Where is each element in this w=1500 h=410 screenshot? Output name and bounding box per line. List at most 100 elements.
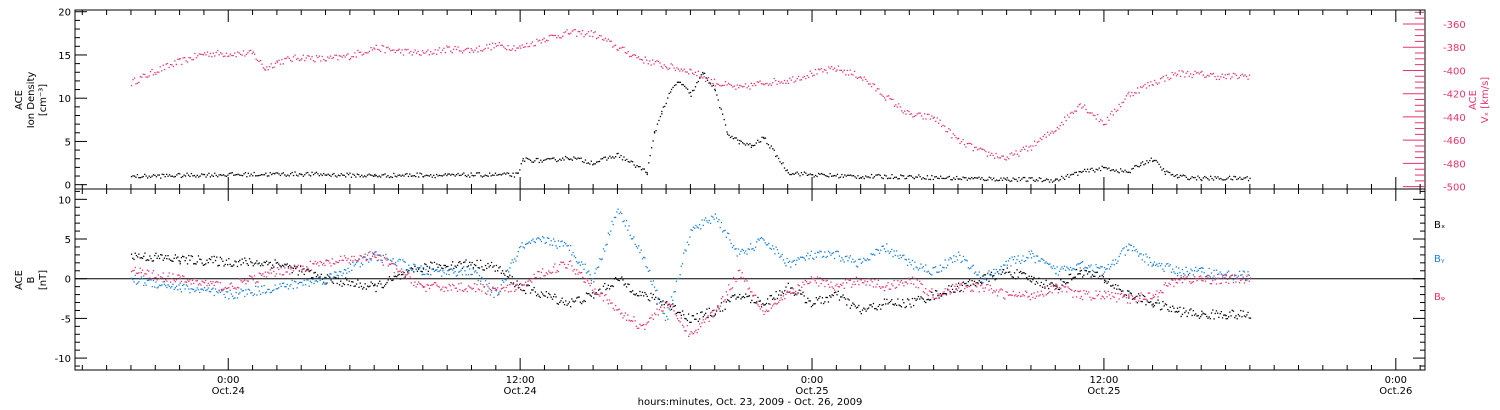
data-point-density — [1038, 177, 1040, 179]
data-point-density — [796, 171, 798, 173]
data-point-Bx — [503, 272, 505, 275]
data-point-Bx — [331, 281, 333, 283]
data-point-density — [901, 175, 903, 177]
data-point-Bz — [1003, 297, 1005, 299]
data-point-density — [571, 159, 573, 161]
data-point-Bx — [497, 270, 499, 272]
data-point-Bz — [422, 285, 425, 288]
data-point-density — [806, 174, 808, 176]
data-point-By — [643, 256, 645, 258]
data-point-density — [166, 173, 168, 175]
data-point-By — [310, 281, 313, 284]
data-point-density — [1025, 180, 1027, 182]
data-point-Bx — [1020, 270, 1022, 273]
data-point-Bx — [661, 304, 663, 306]
data-point-Bx — [1135, 295, 1137, 298]
data-point-Bz — [1028, 295, 1030, 297]
data-point-velocity — [895, 104, 897, 106]
data-point-density — [729, 136, 732, 139]
data-point-Bz — [531, 281, 533, 283]
data-point-density — [184, 175, 187, 177]
data-point-By — [460, 269, 462, 271]
data-point-Bz — [566, 267, 568, 269]
data-point-Bz — [989, 284, 991, 287]
data-point-By — [798, 258, 800, 260]
data-point-velocity — [671, 64, 674, 66]
data-point-Bx — [774, 298, 776, 301]
data-point-density — [661, 113, 663, 115]
data-point-By — [712, 216, 714, 218]
data-point-Bz — [213, 284, 215, 287]
data-point-density — [832, 175, 834, 177]
data-point-velocity — [1066, 114, 1069, 116]
data-point-velocity — [1175, 75, 1178, 77]
x-tick-label-time: 0:00 — [801, 375, 823, 386]
data-point-velocity — [918, 112, 920, 114]
data-point-Bx — [197, 255, 200, 257]
data-point-velocity — [158, 71, 160, 73]
data-point-Bz — [846, 282, 848, 284]
data-point-density — [279, 174, 282, 177]
data-point-By — [300, 281, 302, 283]
data-point-Bz — [526, 285, 528, 287]
data-point-Bz — [291, 267, 293, 269]
data-point-velocity — [778, 80, 780, 83]
data-point-Bz — [345, 257, 347, 259]
data-point-Bz — [1217, 277, 1219, 279]
data-point-Bx — [923, 300, 926, 303]
data-point-density — [738, 143, 740, 145]
data-point-Bz — [150, 278, 152, 280]
data-point-Bz — [321, 264, 324, 266]
data-point-density — [749, 143, 751, 145]
data-point-velocity — [726, 84, 728, 86]
data-point-Bz — [985, 284, 988, 286]
data-point-By — [410, 269, 412, 271]
data-point-By — [1072, 267, 1074, 270]
data-point-Bz — [174, 281, 176, 283]
data-point-velocity — [433, 52, 435, 54]
data-point-By — [133, 281, 135, 283]
data-point-Bz — [325, 260, 327, 262]
data-point-density — [831, 175, 833, 177]
data-point-velocity — [586, 33, 588, 35]
data-point-Bz — [273, 270, 275, 273]
data-point-density — [1117, 171, 1119, 173]
data-point-Bz — [798, 285, 800, 287]
data-point-Bz — [1162, 292, 1164, 294]
data-point-velocity — [803, 75, 806, 78]
data-point-density — [708, 82, 710, 84]
data-point-density — [580, 157, 582, 159]
data-point-density — [779, 161, 781, 163]
data-point-Bz — [494, 287, 496, 289]
data-point-By — [1073, 268, 1075, 270]
data-point-Bz — [1118, 298, 1120, 300]
data-point-density — [548, 158, 551, 160]
data-point-By — [139, 278, 141, 280]
data-point-Bx — [473, 263, 476, 266]
data-point-velocity — [1049, 132, 1052, 134]
data-point-Bz — [1033, 292, 1035, 294]
data-point-velocity — [1081, 107, 1083, 109]
data-point-Bz — [145, 273, 147, 275]
data-point-By — [542, 236, 544, 238]
data-point-density — [763, 137, 765, 140]
data-point-Bz — [746, 280, 748, 282]
data-point-Bz — [405, 274, 408, 276]
data-point-Bz — [394, 264, 397, 266]
data-point-Bz — [366, 259, 369, 261]
data-point-density — [227, 174, 229, 176]
data-point-velocity — [441, 49, 444, 51]
data-point-density — [1201, 179, 1203, 182]
data-point-Bz — [567, 263, 569, 266]
data-point-density — [1032, 179, 1035, 181]
data-point-density — [508, 172, 510, 175]
data-point-Bz — [381, 259, 383, 262]
data-point-Bx — [208, 258, 211, 260]
data-point-Bz — [1237, 275, 1239, 277]
data-point-density — [152, 174, 155, 176]
data-point-velocity — [247, 52, 249, 54]
data-point-density — [675, 84, 677, 86]
data-point-Bz — [194, 277, 196, 280]
data-point-Bx — [1055, 288, 1057, 290]
data-point-density — [1152, 160, 1154, 162]
